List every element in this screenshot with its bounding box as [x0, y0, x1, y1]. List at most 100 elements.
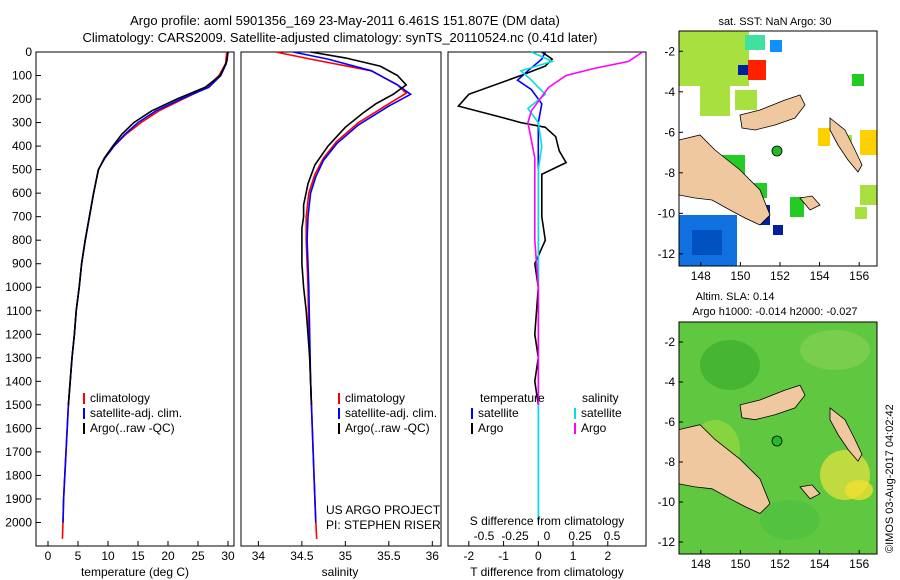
legend-label: climatology	[90, 391, 150, 405]
s-tick-label: -0.25	[501, 529, 529, 543]
depth-tick-label: 600	[12, 186, 32, 200]
x-tick-label: 34	[252, 549, 266, 563]
lon-tick-label: 152	[770, 557, 790, 571]
lon-tick-label: 148	[691, 557, 711, 571]
land-mass	[829, 117, 863, 173]
sst-cell	[770, 40, 782, 52]
sla-map: Altim. SLA: 0.14 Argo h1000: -0.014 h200…	[658, 291, 878, 571]
lon-tick-label: 154	[810, 269, 830, 283]
temperature-panel: 0100200300400500600700800900100011001200…	[5, 45, 453, 579]
series-line-argo-raw-qc-	[67, 51, 229, 405]
series-line-s-argo	[527, 51, 643, 405]
temperature-xlabel: temperature (deg C)	[81, 565, 189, 579]
sst-map-frame	[678, 30, 878, 267]
lat-tick-label: -8	[664, 166, 675, 180]
s-tick-label: 0	[544, 529, 551, 543]
pi-note: PI: STEPHEN RISER	[326, 518, 441, 532]
difference-panel: -2 -1 0 1 2 S difference from climatology -0…	[447, 51, 647, 579]
sst-cell	[735, 90, 757, 110]
legend-label: satellite	[478, 406, 519, 420]
sla-map-title: Altim. SLA: 0.14	[696, 291, 775, 303]
depth-tick-label: 800	[12, 233, 32, 247]
x-tick-label: 36	[426, 549, 440, 563]
land-mass	[679, 424, 771, 514]
land-mass	[829, 407, 863, 462]
depth-tick-label: 1400	[5, 374, 32, 388]
sst-cell	[745, 35, 765, 50]
lon-tick-label: 150	[730, 269, 750, 283]
depth-tick-label: 1900	[5, 492, 32, 506]
lat-tick-label: -10	[658, 206, 676, 220]
x-tick-label: 1	[570, 549, 577, 563]
s-difference-label: S difference from climatology	[470, 514, 625, 528]
x-tick-label: 2	[604, 549, 611, 563]
s-tick-label: -0.5	[474, 529, 495, 543]
argo-float-marker	[771, 145, 783, 157]
x-tick-label: 15	[131, 549, 145, 563]
depth-tick-label: 1800	[5, 468, 32, 482]
x-tick-label: 0	[45, 549, 52, 563]
sst-cell	[818, 128, 830, 146]
salinity-panel: 34 34.5 35 35.5 36 salinity climatologysatel…	[240, 51, 442, 579]
lat-tick-label: -12	[658, 247, 676, 261]
sst-cell	[855, 207, 867, 219]
legend-label: Argo	[581, 421, 607, 435]
title-line-2: Climatology: CARS2009. Satellite-adjuste…	[83, 30, 598, 45]
land-mass	[739, 94, 806, 131]
lon-tick-label: 156	[849, 557, 869, 571]
lon-tick-label: 150	[730, 557, 750, 571]
x-tick-label: 25	[191, 549, 205, 563]
sst-cell	[748, 60, 766, 80]
sla-cell	[700, 340, 760, 390]
legend-label: satellite	[581, 406, 622, 420]
depth-tick-label: 900	[12, 257, 32, 271]
lon-tick-label: 154	[810, 557, 830, 571]
sst-cell	[773, 225, 783, 235]
lat-tick-label: -12	[658, 535, 676, 549]
lon-tick-label: 156	[849, 269, 869, 283]
lat-tick-label: -6	[664, 415, 675, 429]
x-tick-label: 35.5	[377, 549, 401, 563]
sst-cell	[738, 65, 748, 75]
sla-cell	[760, 500, 820, 540]
sst-cell	[790, 197, 804, 217]
sla-map-frame	[678, 321, 878, 555]
lon-tick-label: 148	[691, 269, 711, 283]
lon-tick-label: 152	[770, 269, 790, 283]
sla-cell	[800, 330, 870, 370]
series-line-t-argo	[456, 51, 568, 406]
sla-map-subtitle: Argo h1000: -0.014 h2000: -0.027	[692, 306, 857, 318]
legend-label: Argo(..raw -QC)	[90, 421, 175, 435]
depth-tick-label: 0	[25, 45, 32, 59]
sst-land	[679, 94, 863, 226]
x-tick-label: 35	[339, 549, 353, 563]
depth-tick-label: 1000	[5, 280, 32, 294]
x-tick-label: -2	[464, 549, 475, 563]
s-tick-label: 0.25	[568, 529, 592, 543]
depth-tick-label: 300	[12, 116, 32, 130]
sst-map: sat. SST: NaN Argo: 30 148 150 152 154 156 -2…	[658, 16, 878, 283]
land-mass	[739, 384, 806, 421]
depth-tick-label: 500	[12, 163, 32, 177]
lat-tick-label: -2	[664, 44, 675, 58]
legend-title-salinity: salinity	[582, 391, 619, 405]
legend-label: Argo	[478, 421, 504, 435]
x-tick-label: 10	[101, 549, 115, 563]
depth-tick-label: 2000	[5, 515, 32, 529]
imos-credit: ©IMOS 03-Aug-2017 04:02:42	[884, 404, 896, 553]
sst-map-title: sat. SST: NaN Argo: 30	[718, 16, 831, 28]
land-mass	[799, 484, 821, 500]
depth-tick-label: 400	[12, 139, 32, 153]
temperature-plot-frame	[35, 51, 235, 547]
salinity-plot-frame	[240, 51, 442, 547]
depth-tick-label: 1600	[5, 421, 32, 435]
depth-tick-label: 1300	[5, 351, 32, 365]
x-tick-label: 30	[221, 549, 235, 563]
depth-tick-label: 1700	[5, 445, 32, 459]
sst-cell	[852, 74, 864, 86]
land-mass	[799, 195, 821, 211]
legend-label: Argo(..raw -QC)	[345, 421, 430, 435]
sla-land	[679, 384, 863, 514]
t-difference-label: T difference from climatology	[470, 565, 624, 579]
depth-tick-label: 200	[12, 92, 32, 106]
